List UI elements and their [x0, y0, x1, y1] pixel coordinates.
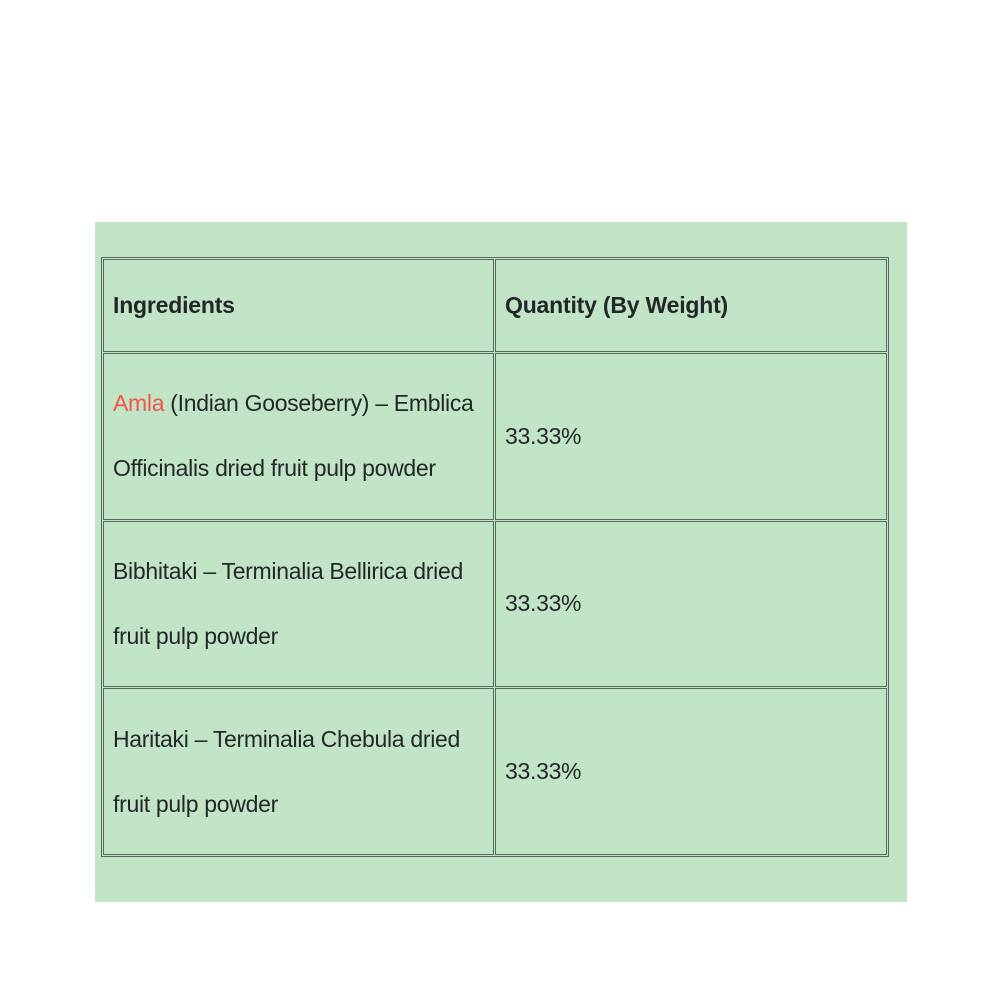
- table-row: Bibhitaki – Terminalia Bellirica dried f…: [103, 520, 887, 688]
- header-quantity: Quantity (By Weight): [495, 259, 887, 352]
- ingredient-text: Bibhitaki – Terminalia Bellirica dried f…: [113, 557, 463, 649]
- table-header-row: Ingredients Quantity (By Weight): [103, 259, 887, 352]
- ingredient-text: (Indian Gooseberry) – Emblica Officinali…: [113, 390, 474, 482]
- ingredient-cell: Amla (Indian Gooseberry) – Emblica Offic…: [103, 353, 494, 520]
- ingredients-panel: Ingredients Quantity (By Weight) Amla (I…: [95, 222, 907, 902]
- ingredient-name-highlight: Amla: [113, 390, 165, 417]
- ingredients-table: Ingredients Quantity (By Weight) Amla (I…: [101, 257, 889, 857]
- table-row: Amla (Indian Gooseberry) – Emblica Offic…: [103, 353, 887, 520]
- quantity-cell: 33.33%: [495, 520, 887, 688]
- ingredient-cell: Bibhitaki – Terminalia Bellirica dried f…: [103, 520, 494, 688]
- quantity-cell: 33.33%: [495, 688, 887, 855]
- quantity-cell: 33.33%: [495, 353, 887, 520]
- header-ingredients: Ingredients: [103, 259, 494, 352]
- ingredient-text: Haritaki – Terminalia Chebula dried frui…: [113, 725, 461, 817]
- table-row: Haritaki – Terminalia Chebula dried frui…: [103, 688, 887, 855]
- ingredient-cell: Haritaki – Terminalia Chebula dried frui…: [103, 688, 494, 855]
